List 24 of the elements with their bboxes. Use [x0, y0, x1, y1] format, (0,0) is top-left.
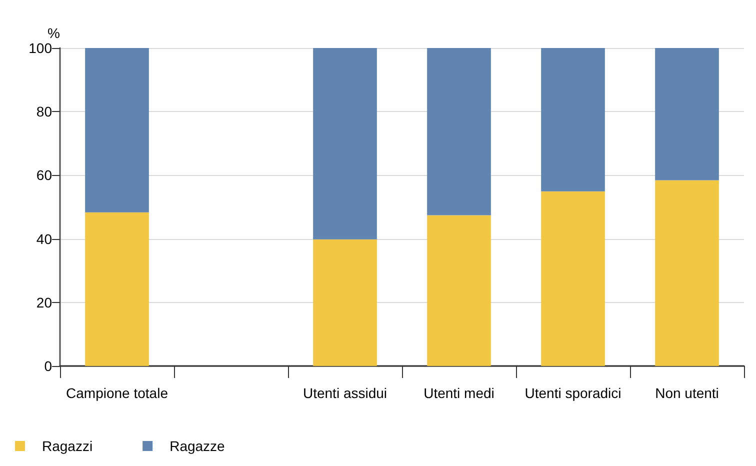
- bar: [655, 48, 719, 180]
- y-tick-label: 80: [36, 104, 52, 120]
- bar: [541, 191, 605, 366]
- y-tick-label: 100: [28, 40, 52, 56]
- y-tick-label: 60: [36, 167, 52, 184]
- x-tick-label: Non utenti: [655, 385, 719, 401]
- x-tick-label: Campione totale: [66, 385, 168, 401]
- bar: [85, 212, 149, 366]
- legend-label: Ragazze: [170, 438, 226, 454]
- x-tick-label: Utenti medi: [424, 385, 494, 401]
- bar: [427, 215, 491, 366]
- legend-label: Ragazzi: [42, 438, 93, 454]
- bar: [427, 48, 491, 216]
- x-tick-label: Utenti assidui: [302, 385, 388, 401]
- y-tick-label: 0: [44, 358, 52, 374]
- bar: [313, 48, 377, 240]
- bar: [541, 48, 605, 192]
- bar: [655, 180, 719, 366]
- y-tick-label: 40: [36, 230, 52, 247]
- y-tick-label: 20: [36, 294, 52, 310]
- y-axis-title: %: [48, 25, 60, 41]
- bar: [85, 48, 149, 212]
- bar: [313, 239, 377, 366]
- x-tick-label: Utenti sporadici: [524, 385, 622, 401]
